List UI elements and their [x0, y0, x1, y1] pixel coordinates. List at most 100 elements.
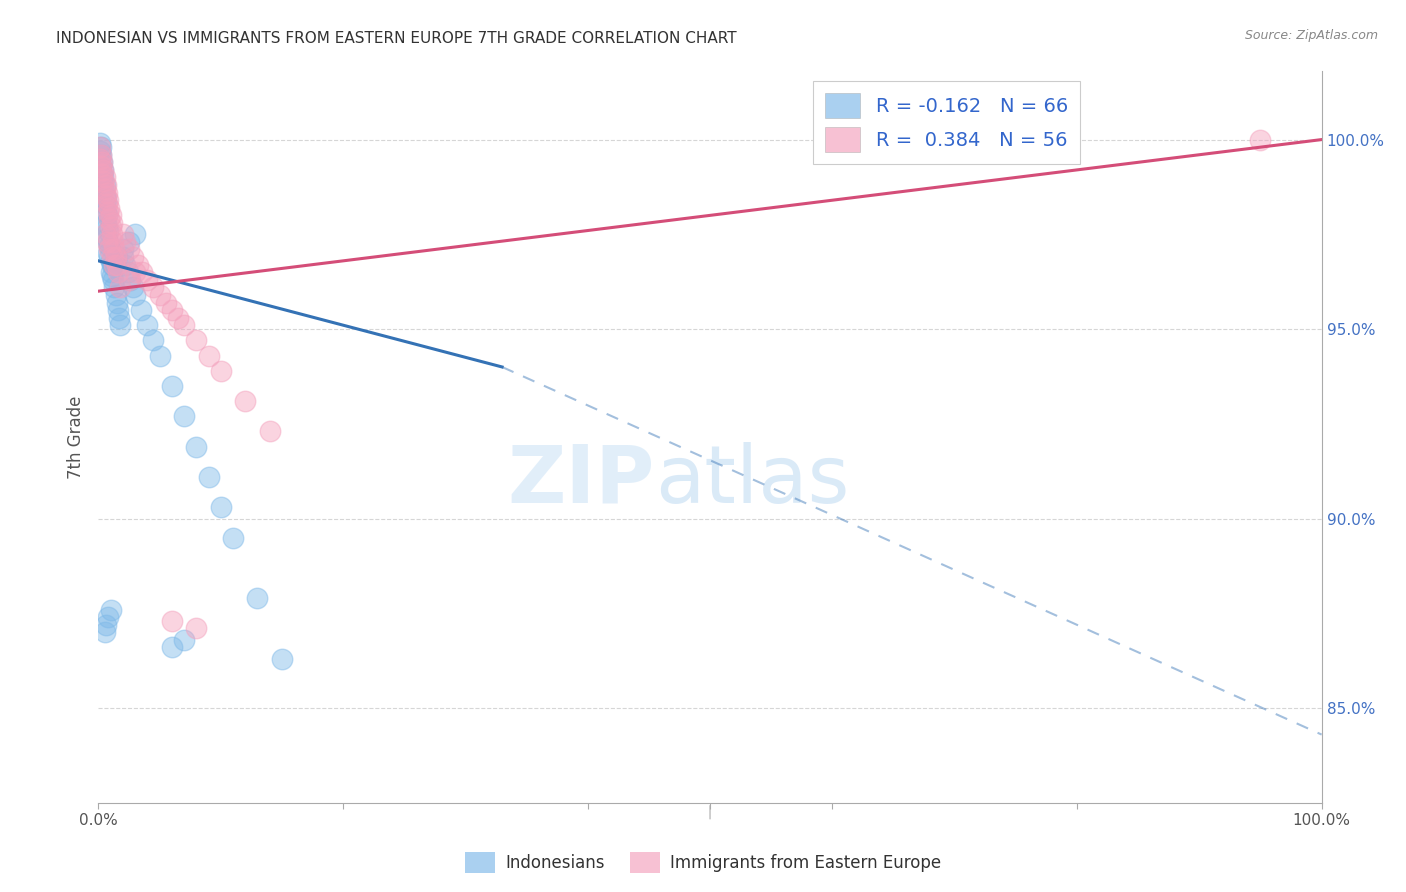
Point	[90, 147, 112, 161]
Point	[103, 258, 125, 272]
Point	[104, 250, 127, 264]
Point	[94, 216, 117, 230]
Point	[101, 250, 124, 264]
Point	[89, 140, 111, 154]
Point	[93, 178, 115, 192]
Point	[129, 303, 152, 318]
Point	[124, 227, 146, 242]
Point	[101, 227, 124, 242]
Legend: Indonesians, Immigrants from Eastern Europe: Indonesians, Immigrants from Eastern Eur…	[458, 846, 948, 880]
Point	[90, 159, 112, 173]
Point	[89, 136, 111, 151]
Point	[97, 204, 120, 219]
Point	[107, 265, 129, 279]
Point	[111, 250, 134, 264]
Point	[91, 167, 114, 181]
Point	[111, 227, 134, 242]
Point	[101, 258, 124, 272]
Point	[97, 246, 120, 260]
Point	[94, 204, 117, 219]
Point	[91, 170, 114, 185]
Point	[155, 295, 177, 310]
Point	[117, 265, 139, 279]
Point	[197, 349, 219, 363]
Point	[105, 258, 128, 272]
Point	[209, 364, 232, 378]
Point	[160, 303, 183, 318]
Point	[186, 440, 208, 454]
Point	[120, 273, 142, 287]
Point	[91, 174, 114, 188]
Point	[96, 197, 118, 211]
Point	[233, 394, 256, 409]
Y-axis label: 7th Grade: 7th Grade	[67, 395, 86, 479]
Point	[259, 425, 281, 439]
Point	[105, 250, 128, 264]
Text: atlas: atlas	[655, 442, 849, 520]
Point	[96, 231, 118, 245]
Point	[93, 227, 115, 242]
Point	[103, 243, 125, 257]
Point	[91, 174, 114, 188]
Point	[91, 162, 114, 177]
Point	[96, 186, 118, 200]
Point	[110, 280, 132, 294]
Point	[197, 470, 219, 484]
Point	[97, 235, 120, 249]
Point	[90, 147, 112, 161]
Point	[131, 265, 153, 279]
Point	[94, 617, 117, 632]
Point	[186, 334, 208, 348]
Point	[96, 219, 118, 234]
Point	[142, 334, 165, 348]
Point	[90, 159, 112, 173]
Point	[100, 208, 122, 222]
Point	[91, 155, 114, 169]
Text: ZIP: ZIP	[508, 442, 655, 520]
Point	[105, 295, 128, 310]
Point	[96, 208, 118, 222]
Text: Source: ZipAtlas.com: Source: ZipAtlas.com	[1244, 29, 1378, 42]
Point	[101, 235, 124, 249]
Point	[98, 250, 121, 264]
Point	[97, 193, 120, 207]
Point	[160, 640, 183, 655]
Text: INDONESIAN VS IMMIGRANTS FROM EASTERN EUROPE 7TH GRADE CORRELATION CHART: INDONESIAN VS IMMIGRANTS FROM EASTERN EU…	[56, 31, 737, 46]
Point	[93, 625, 115, 640]
Point	[98, 238, 121, 252]
Point	[101, 258, 124, 272]
Point	[97, 223, 120, 237]
Point	[121, 250, 143, 264]
Point	[111, 243, 134, 257]
Point	[160, 379, 183, 393]
Point	[124, 265, 146, 279]
Point	[121, 280, 143, 294]
Point	[94, 189, 117, 203]
Point	[91, 182, 114, 196]
Point	[101, 268, 124, 283]
Point	[100, 219, 122, 234]
Point	[124, 288, 146, 302]
Point	[93, 170, 115, 185]
Point	[107, 303, 129, 318]
Point	[104, 288, 127, 302]
Point	[114, 258, 136, 272]
Point	[91, 162, 114, 177]
Point	[96, 235, 118, 249]
Legend: R = -0.162   N = 66, R =  0.384   N = 56: R = -0.162 N = 66, R = 0.384 N = 56	[813, 81, 1080, 164]
Point	[149, 288, 172, 302]
Point	[118, 235, 141, 249]
Point	[167, 310, 190, 325]
Point	[100, 253, 122, 268]
Point	[100, 265, 122, 279]
Point	[114, 235, 136, 249]
Point	[246, 591, 269, 606]
Point	[222, 531, 245, 545]
Point	[108, 310, 131, 325]
Point	[98, 212, 121, 227]
Point	[173, 318, 195, 333]
Point	[94, 178, 117, 192]
Point	[100, 602, 122, 616]
Point	[103, 280, 125, 294]
Point	[173, 409, 195, 424]
